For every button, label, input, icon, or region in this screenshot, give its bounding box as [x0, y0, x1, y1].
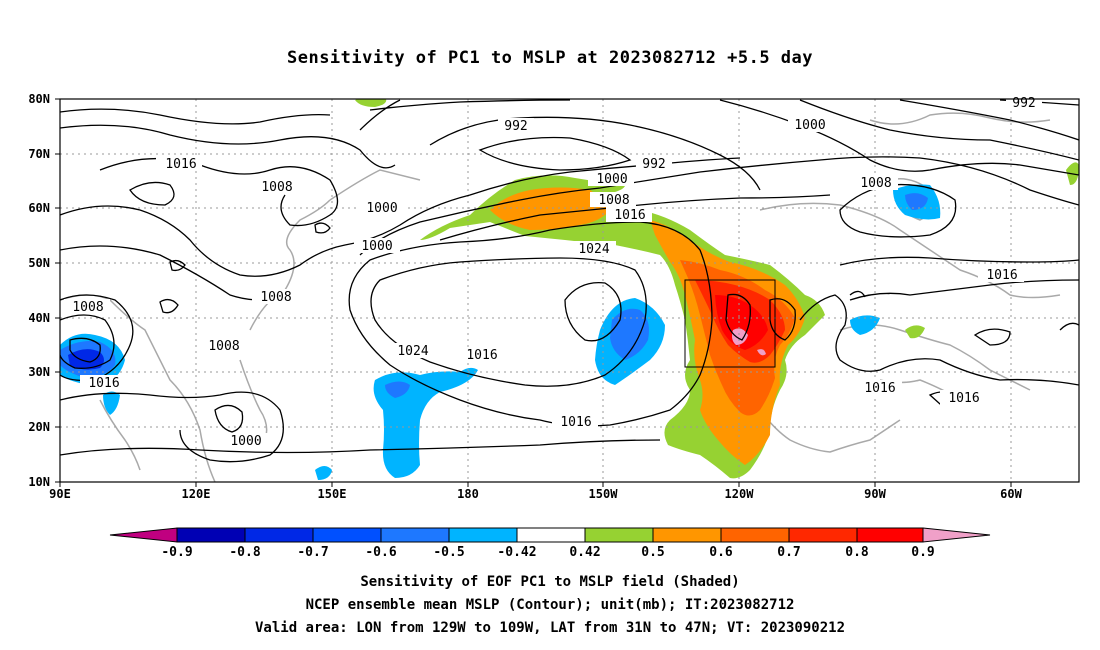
negative-sensitivity-shading	[60, 166, 1079, 480]
contour-label: 1000	[794, 118, 825, 133]
contour-label: 1000	[230, 434, 261, 449]
contour-label: 1016	[864, 381, 895, 396]
plot-frame	[59, 98, 1080, 483]
colorbar-label: 0.8	[845, 545, 869, 560]
contour-label: 992	[504, 119, 527, 134]
lat-label-60n: 60N	[28, 201, 50, 215]
positive-sensitivity-shading	[355, 99, 1079, 479]
contour-label: 1008	[598, 193, 629, 208]
lat-label-40n: 40N	[28, 311, 50, 325]
lat-label-70n: 70N	[28, 147, 50, 161]
contour-label: 992	[642, 157, 665, 172]
contour-label: 1008	[860, 176, 891, 191]
lat-label-80n: 80N	[28, 92, 50, 106]
colorbar-label: -0.6	[365, 545, 397, 560]
contour-label: 1000	[361, 239, 392, 254]
contour-label: 1016	[614, 208, 645, 223]
contour-label: 1024	[397, 344, 428, 359]
contour-label: 1016	[986, 268, 1017, 283]
lat-label-10n: 10N	[28, 475, 50, 489]
lat-label-30n: 30N	[28, 365, 50, 379]
grid-lines	[60, 99, 1079, 482]
contour-label: 1008	[260, 290, 291, 305]
contour-label: 1016	[88, 376, 119, 391]
lon-label-180: 180	[457, 487, 479, 501]
colorbar-label: 0.7	[777, 545, 801, 560]
contour-label: 1008	[261, 180, 292, 195]
colorbar-label: 0.9	[911, 545, 935, 560]
lat-label-20n: 20N	[28, 420, 50, 434]
lon-label-90e: 90E	[49, 487, 71, 501]
lon-label-90w: 90W	[864, 487, 886, 501]
colorbar-label: 0.5	[641, 545, 665, 560]
valid-area-box	[684, 279, 776, 368]
colorbar-label: 0.42	[569, 545, 601, 560]
contour-label: 1000	[596, 172, 627, 187]
caption-contour: NCEP ensemble mean MSLP (Contour); unit(…	[305, 597, 795, 613]
lon-label-60w: 60W	[1000, 487, 1022, 501]
contour-labels: 992 992 992 1000 1000 1000 1000 1000 100…	[64, 95, 1042, 449]
contour-label: 992	[1012, 96, 1035, 111]
colorbar-label: -0.8	[229, 545, 261, 560]
contour-label: 1000	[366, 201, 397, 216]
lon-label-150e: 150E	[317, 487, 347, 501]
contour-label: 1016	[948, 391, 979, 406]
chart-title: Sensitivity of PC1 to MSLP at 2023082712…	[286, 48, 813, 68]
contour-label: 1024	[578, 242, 609, 257]
colorbar-label: -0.5	[433, 545, 465, 560]
contour-label: 1016	[560, 415, 591, 430]
colorbar-label: -0.42	[497, 545, 537, 560]
lat-label-50n: 50N	[28, 256, 50, 270]
colorbar-label: -0.9	[161, 545, 193, 560]
contour-label: 1008	[72, 300, 103, 315]
contour-label: 1008	[208, 339, 239, 354]
lon-label-120e: 120E	[181, 487, 211, 501]
colorbar-label: 0.6	[709, 545, 733, 560]
caption-valid-area: Valid area: LON from 129W to 109W, LAT f…	[254, 620, 845, 636]
contour-label: 1016	[466, 348, 497, 363]
colorbar-label: -0.7	[297, 545, 329, 560]
lon-label-150w: 150W	[588, 487, 618, 501]
lon-label-120w: 120W	[724, 487, 754, 501]
axis-ticks	[55, 98, 1012, 487]
contour-label: 1016	[165, 157, 196, 172]
caption-shading: Sensitivity of EOF PC1 to MSLP field (Sh…	[360, 574, 740, 590]
mslp-contours	[60, 99, 1079, 463]
